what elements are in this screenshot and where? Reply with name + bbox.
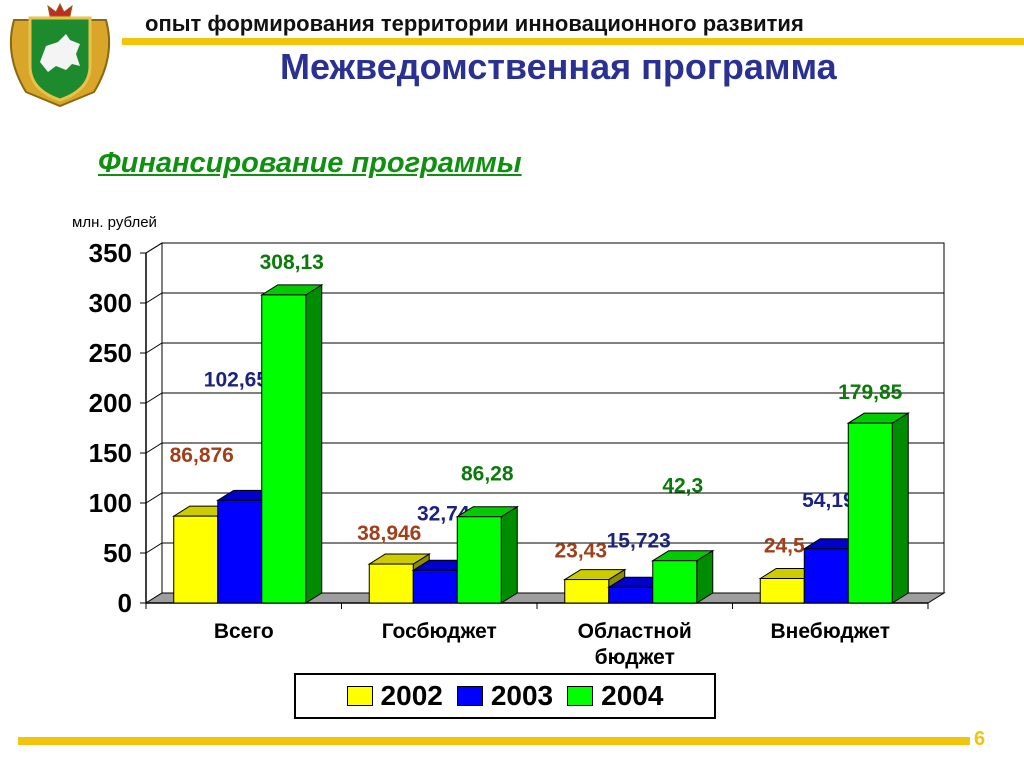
bar-side-2004 <box>500 505 518 604</box>
data-label-2002: 38,946 <box>357 522 421 545</box>
section-title: Финансирование программы <box>98 147 522 179</box>
gridline <box>145 342 944 354</box>
y-tick-label: 350 <box>89 238 132 268</box>
legend-label: 2002 <box>380 680 443 711</box>
y-tick-label: 300 <box>89 288 132 318</box>
data-label-2002: 86,876 <box>170 444 234 467</box>
x-category-label: бюджет <box>595 646 675 669</box>
coat-of-arms-logo <box>9 2 111 108</box>
bar-2003 <box>412 569 458 604</box>
page-number: 6 <box>974 728 986 750</box>
data-label-2003: 15,723 <box>607 529 671 552</box>
data-label-2004: 308,13 <box>260 251 324 274</box>
gridline <box>145 242 944 254</box>
footer-accent-bar <box>18 737 970 745</box>
data-label-2004: 86,28 <box>461 463 514 486</box>
legend-swatch <box>567 686 594 706</box>
x-category-label: Всего <box>214 620 274 643</box>
bar-2003 <box>217 499 263 604</box>
data-label-2004: 42,3 <box>662 475 703 498</box>
legend-swatch <box>456 686 483 706</box>
legend-item-2003: 2003 <box>456 680 554 712</box>
x-category-label: Внебюджет <box>770 620 890 643</box>
legend-label: 2003 <box>490 680 554 711</box>
bar-2002 <box>564 579 610 604</box>
bar-2004 <box>261 294 307 604</box>
y-tick-label: 250 <box>89 338 132 368</box>
x-category-label: Госбюджет <box>382 620 497 643</box>
y-tick-label: 100 <box>89 488 132 518</box>
bar-2002 <box>759 578 805 604</box>
legend-label: 2004 <box>601 680 664 711</box>
bar-2003 <box>608 586 654 604</box>
gridline <box>145 492 944 504</box>
y-tick-label: 0 <box>118 588 132 618</box>
bar-2003 <box>803 548 849 604</box>
bar-2004 <box>652 560 698 604</box>
y-tick-label: 150 <box>89 438 132 468</box>
bar-2002 <box>173 515 219 604</box>
bar-side-2004 <box>305 283 323 604</box>
data-label-2004: 179,85 <box>838 381 903 404</box>
y-axis-unit-label: млн. рублей <box>72 214 157 231</box>
bar-2002 <box>368 563 414 604</box>
header-subtitle: опыт формирования территории инновационн… <box>145 11 804 36</box>
header-accent-bar <box>122 38 1024 45</box>
legend-item-2002: 2002 <box>346 680 443 712</box>
x-category-label: Областной <box>578 620 692 643</box>
gridline <box>145 542 944 554</box>
y-tick-label: 50 <box>103 538 132 568</box>
page-title: Межведомственная программа <box>280 46 837 87</box>
data-label-2002: 24,5 <box>764 535 805 558</box>
bar-2004 <box>456 516 502 604</box>
legend-item-2004: 2004 <box>567 680 663 712</box>
chart-side-wall <box>145 242 163 604</box>
chart-legend: 2002 2003 2004 <box>294 673 716 719</box>
bar-side-2004 <box>891 412 909 604</box>
legend-swatch <box>346 686 373 706</box>
bar-2004 <box>847 422 893 604</box>
data-label-2003: 32,74 <box>417 502 470 525</box>
gridline <box>145 442 944 454</box>
data-label-2003: 102,657 <box>204 368 280 391</box>
data-label-2002: 23,43 <box>554 540 607 563</box>
gridline <box>145 392 944 404</box>
y-tick-label: 200 <box>89 388 132 418</box>
gridline <box>145 292 944 304</box>
